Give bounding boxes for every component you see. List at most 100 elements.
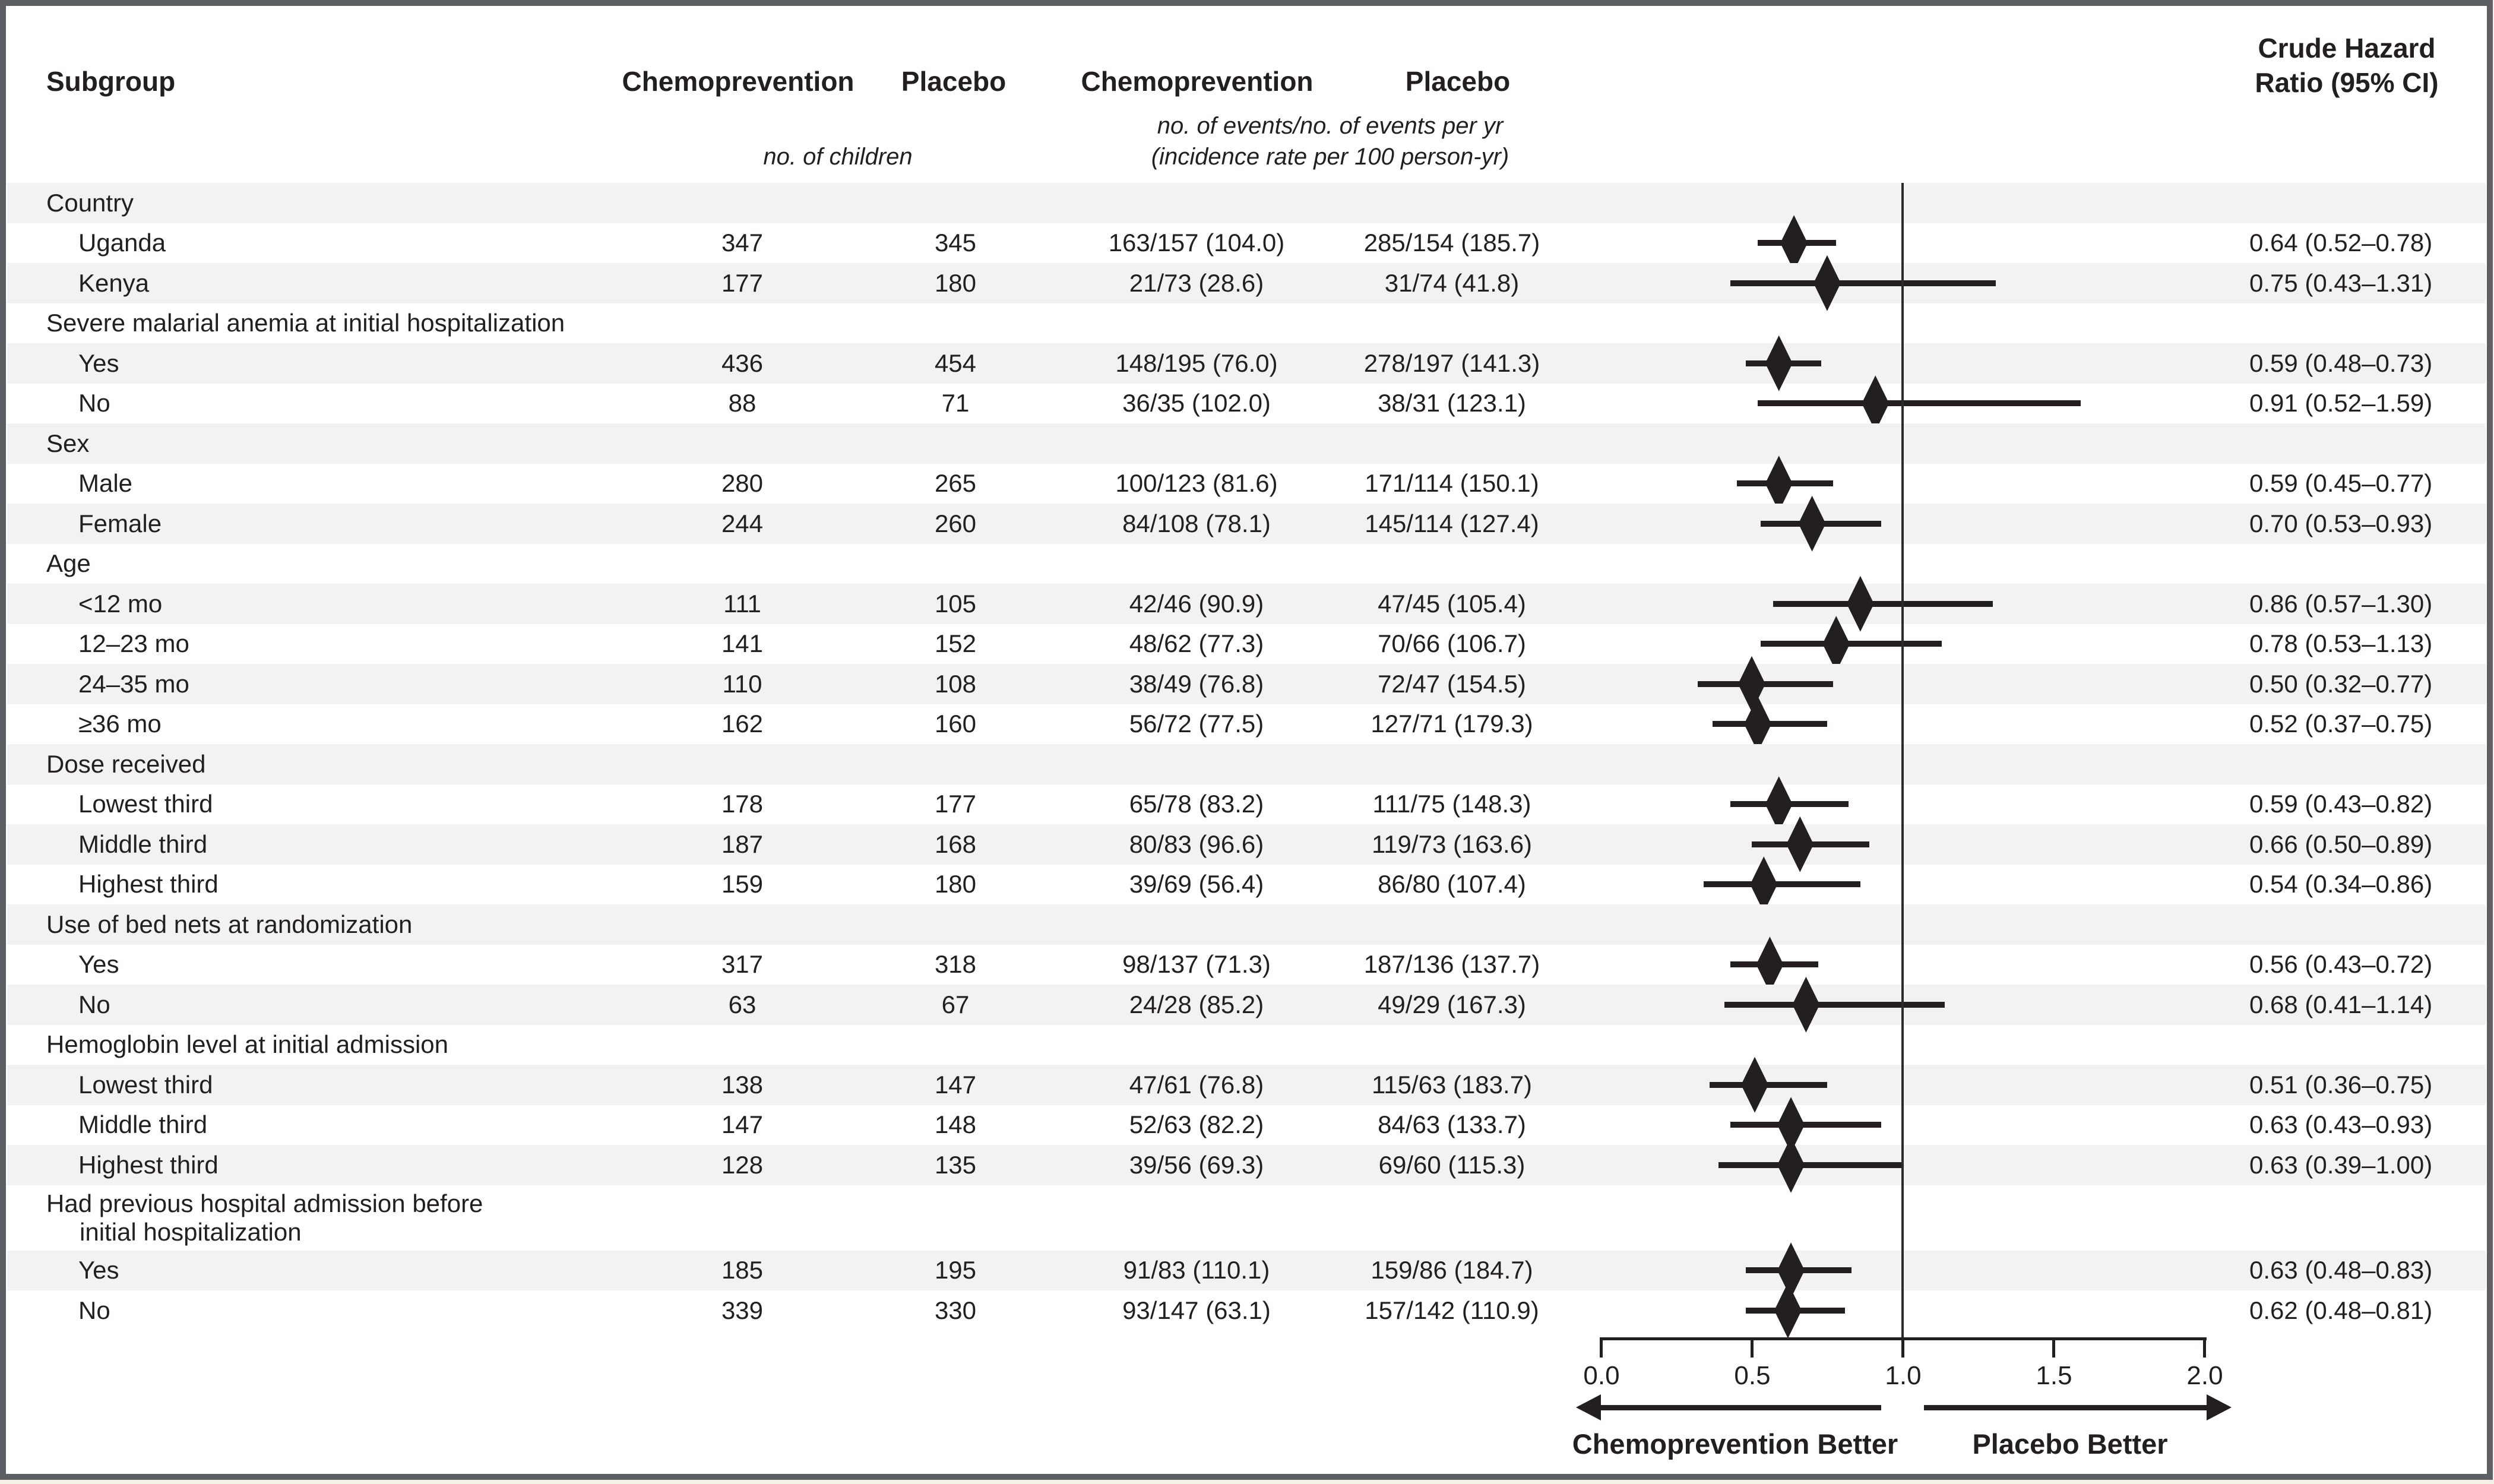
table-row: <12 mo 111 105 42/46 (90.9) 47/45 (105.4… bbox=[0, 584, 2494, 624]
subgroup-label-line1: Kenya bbox=[78, 269, 149, 298]
table-row: Had previous hospital admission before i… bbox=[0, 1185, 2494, 1251]
column-header-hazard-ratio-line1: Crude Hazard bbox=[2198, 31, 2494, 65]
chemoprevention-events-value: 91/83 (110.1) bbox=[1048, 1251, 1345, 1291]
chemoprevention-events-value: 36/35 (102.0) bbox=[1048, 384, 1345, 424]
placebo-children-value: 67 bbox=[852, 985, 1059, 1025]
table-row: Middle third 147 148 52/63 (82.2) 84/63 … bbox=[0, 1105, 2494, 1146]
right-arrow-head-icon bbox=[2207, 1394, 2232, 1420]
table-row: Highest third 159 180 39/69 (56.4) 86/80… bbox=[0, 865, 2494, 905]
axis-tick-label: 2.0 bbox=[2163, 1361, 2246, 1391]
subgroup-label-line1: Severe malarial anemia at initial hospit… bbox=[46, 309, 565, 337]
subgroup-label: Lowest third bbox=[78, 1065, 213, 1105]
chemoprevention-events-value bbox=[1048, 544, 1345, 584]
chemoprevention-events-value bbox=[1048, 423, 1345, 464]
placebo-children-value: 180 bbox=[852, 865, 1059, 905]
subgroup-label: ≥36 mo bbox=[78, 704, 162, 745]
subgroup-label-line1: Uganda bbox=[78, 229, 166, 257]
hazard-ratio-value: 0.59 (0.43–0.82) bbox=[2249, 784, 2487, 825]
placebo-events-value: 72/47 (154.5) bbox=[1303, 664, 1600, 704]
placebo-events-value bbox=[1303, 303, 1600, 344]
table-row: Uganda 347 345 163/157 (104.0) 285/154 (… bbox=[0, 223, 2494, 264]
placebo-events-value: 157/142 (110.9) bbox=[1303, 1290, 1600, 1331]
chemoprevention-events-value: 56/72 (77.5) bbox=[1048, 704, 1345, 745]
placebo-events-value bbox=[1303, 183, 1600, 223]
hazard-ratio-value: 0.59 (0.48–0.73) bbox=[2249, 343, 2487, 384]
chemoprevention-events-value: 47/61 (76.8) bbox=[1048, 1065, 1345, 1105]
subgroup-label-line1: Sex bbox=[46, 429, 89, 458]
direction-label-chemoprevention-better: Chemoprevention Better bbox=[1527, 1428, 1943, 1460]
chemoprevention-children-value: 187 bbox=[638, 824, 846, 865]
chemoprevention-children-value: 436 bbox=[638, 343, 846, 384]
placebo-children-value bbox=[852, 423, 1059, 464]
chemoprevention-children-value: 138 bbox=[638, 1065, 846, 1105]
table-row: Lowest third 138 147 47/61 (76.8) 115/63… bbox=[0, 1065, 2494, 1105]
chemoprevention-children-value: 317 bbox=[638, 945, 846, 985]
placebo-children-value: 177 bbox=[852, 784, 1059, 825]
subgroup-label: Had previous hospital admission before i… bbox=[46, 1185, 483, 1251]
subgroup-label: No bbox=[78, 985, 110, 1025]
chemoprevention-events-value: 100/123 (81.6) bbox=[1048, 464, 1345, 504]
axis-tick bbox=[1751, 1337, 1754, 1358]
chemoprevention-children-value: 177 bbox=[638, 263, 846, 303]
confidence-interval-line bbox=[1761, 641, 1942, 647]
column-header-subgroup: Subgroup bbox=[46, 64, 175, 99]
placebo-events-value: 171/114 (150.1) bbox=[1303, 464, 1600, 504]
table-row: ≥36 mo 162 160 56/72 (77.5) 127/71 (179.… bbox=[0, 704, 2494, 745]
chemoprevention-events-value: 21/73 (28.6) bbox=[1048, 263, 1345, 303]
table-row: Middle third 187 168 80/83 (96.6) 119/73… bbox=[0, 824, 2494, 865]
table-row: Dose received bbox=[0, 744, 2494, 784]
chemoprevention-events-value: 24/28 (85.2) bbox=[1048, 985, 1345, 1025]
chemoprevention-events-value: 52/63 (82.2) bbox=[1048, 1105, 1345, 1146]
subgroup-label-line1: Age bbox=[46, 549, 91, 578]
placebo-children-value: 168 bbox=[852, 824, 1059, 865]
hazard-ratio-value: 0.75 (0.43–1.31) bbox=[2249, 263, 2487, 303]
hazard-ratio-value: 0.51 (0.36–0.75) bbox=[2249, 1065, 2487, 1105]
placebo-events-value: 115/63 (183.7) bbox=[1303, 1065, 1600, 1105]
axis-tick bbox=[2052, 1337, 2055, 1358]
axis-tick-label: 0.0 bbox=[1560, 1361, 1643, 1391]
confidence-interval-line bbox=[1773, 601, 1993, 607]
hazard-ratio-value: 0.91 (0.52–1.59) bbox=[2249, 384, 2487, 424]
unit-label-events-line2: (incidence rate per 100 person-yr) bbox=[1093, 141, 1568, 172]
chemoprevention-children-value: 178 bbox=[638, 784, 846, 825]
table-row: Country bbox=[0, 183, 2494, 223]
hazard-ratio-value: 0.66 (0.50–0.89) bbox=[2249, 824, 2487, 865]
unit-label-events-line1: no. of events/no. of events per yr bbox=[1093, 110, 1568, 141]
subgroup-label-line1: ≥36 mo bbox=[78, 710, 162, 738]
subgroup-label: 24–35 mo bbox=[78, 664, 189, 704]
chemoprevention-children-value: 128 bbox=[638, 1145, 846, 1185]
subgroup-label-line1: Hemoglobin level at initial admission bbox=[46, 1030, 448, 1059]
placebo-children-value: 260 bbox=[852, 504, 1059, 544]
placebo-events-value: 111/75 (148.3) bbox=[1303, 784, 1600, 825]
right-arrow-tail bbox=[1924, 1405, 2208, 1410]
axis-tick-label: 0.5 bbox=[1711, 1361, 1794, 1391]
subgroup-label-line1: Middle third bbox=[78, 1110, 207, 1139]
table-row: Severe malarial anemia at initial hospit… bbox=[0, 303, 2494, 344]
hazard-ratio-value: 0.52 (0.37–0.75) bbox=[2249, 704, 2487, 745]
placebo-children-value: 318 bbox=[852, 945, 1059, 985]
placebo-events-value: 119/73 (163.6) bbox=[1303, 824, 1600, 865]
chemoprevention-children-value: 185 bbox=[638, 1251, 846, 1291]
subgroup-label: Dose received bbox=[46, 744, 205, 784]
placebo-events-value bbox=[1303, 423, 1600, 464]
subgroup-label: Middle third bbox=[78, 1105, 207, 1146]
axis-tick-label: 1.5 bbox=[2012, 1361, 2096, 1391]
table-row: 12–23 mo 141 152 48/62 (77.3) 70/66 (106… bbox=[0, 624, 2494, 665]
chemoprevention-children-value bbox=[638, 544, 846, 584]
direction-label-placebo-better: Placebo Better bbox=[1922, 1428, 2218, 1460]
subgroup-label: 12–23 mo bbox=[78, 624, 189, 665]
chemoprevention-children-value bbox=[638, 744, 846, 784]
placebo-events-value: 70/66 (106.7) bbox=[1303, 624, 1600, 665]
subgroup-label-line1: Yes bbox=[78, 349, 119, 378]
chemoprevention-events-value bbox=[1048, 303, 1345, 344]
table-row: Sex bbox=[0, 423, 2494, 464]
hazard-ratio-value: 0.63 (0.43–0.93) bbox=[2249, 1105, 2487, 1146]
subgroup-label-line1: Yes bbox=[78, 950, 119, 979]
hazard-ratio-value bbox=[2249, 423, 2487, 464]
table-row: Male 280 265 100/123 (81.6) 171/114 (150… bbox=[0, 464, 2494, 504]
subgroup-label-line1: Lowest third bbox=[78, 790, 213, 818]
placebo-children-value bbox=[852, 904, 1059, 945]
subgroup-label: Male bbox=[78, 464, 132, 504]
placebo-events-value bbox=[1303, 544, 1600, 584]
placebo-children-value: 180 bbox=[852, 263, 1059, 303]
